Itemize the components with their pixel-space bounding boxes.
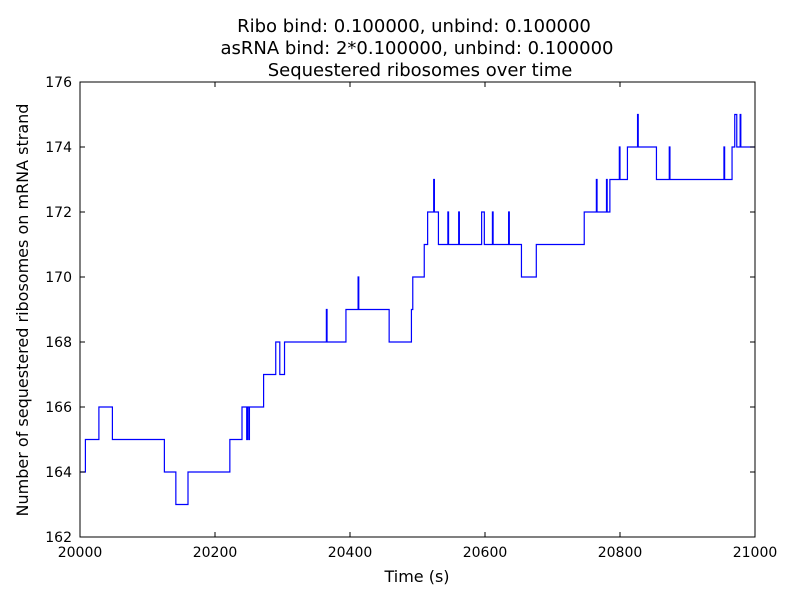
plot-area: [80, 113, 755, 506]
x-tick-label: 20000: [58, 545, 103, 561]
x-tick-label: 20600: [463, 545, 508, 561]
y-tick-label: 164: [45, 465, 72, 481]
y-tick-label: 174: [45, 140, 72, 156]
chart-title-line-1: Ribo bind: 0.100000, unbind: 0.100000: [237, 16, 591, 37]
x-tick-label: 21000: [733, 545, 778, 561]
y-tick-label: 162: [45, 530, 72, 546]
chart-title-line-3: Sequestered ribosomes over time: [268, 60, 573, 81]
x-axis-label: Time (s): [383, 567, 449, 586]
chart-title-line-2: asRNA bind: 2*0.100000, unbind: 0.100000: [221, 38, 614, 59]
y-axis-ticks: 162 164 166 168 170 172 174 176: [45, 75, 755, 546]
x-tick-label: 20800: [598, 545, 643, 561]
y-tick-label: 176: [45, 75, 72, 91]
y-tick-label: 168: [45, 335, 72, 351]
series-line: [80, 113, 755, 506]
plot-frame: [79, 81, 756, 538]
x-tick-label: 20400: [328, 545, 373, 561]
y-tick-label: 166: [45, 400, 72, 416]
y-axis-label: Number of sequestered ribosomes on mRNA …: [13, 104, 32, 517]
y-tick-label: 170: [45, 270, 72, 286]
y-tick-label: 172: [45, 205, 72, 221]
x-axis-ticks: 20000 20200 20400 20600 20800 21000: [58, 82, 778, 561]
x-tick-label: 20200: [193, 545, 238, 561]
